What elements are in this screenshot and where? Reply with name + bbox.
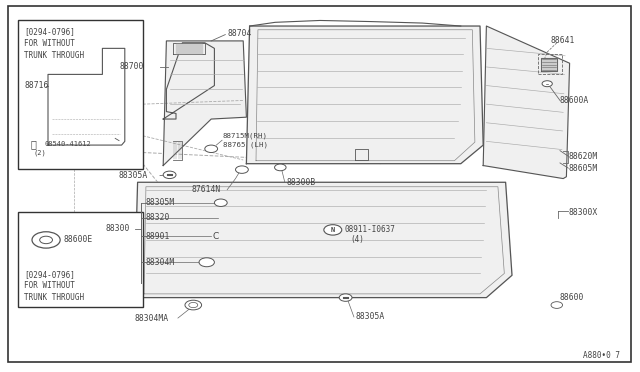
Polygon shape	[246, 26, 483, 164]
Text: 88305A: 88305A	[355, 312, 385, 321]
Text: Ⓢ: Ⓢ	[30, 139, 36, 149]
Polygon shape	[176, 44, 202, 53]
Circle shape	[275, 164, 286, 171]
Text: (4): (4)	[351, 235, 365, 244]
Circle shape	[32, 232, 60, 248]
Bar	[538, 54, 562, 74]
Circle shape	[339, 294, 352, 301]
Polygon shape	[483, 26, 570, 179]
Text: A880•0 7: A880•0 7	[582, 351, 620, 360]
Text: 88300X: 88300X	[568, 208, 598, 217]
Text: 88605M: 88605M	[568, 164, 598, 173]
Text: 88700: 88700	[120, 62, 144, 71]
Polygon shape	[134, 182, 512, 298]
Polygon shape	[163, 43, 214, 119]
Text: 88600E: 88600E	[64, 235, 93, 244]
Text: N: N	[331, 227, 335, 233]
Text: 88300B: 88300B	[287, 178, 316, 187]
Circle shape	[551, 302, 563, 308]
Text: C: C	[212, 232, 219, 241]
Circle shape	[185, 300, 202, 310]
Circle shape	[324, 225, 342, 235]
Text: 88300: 88300	[106, 224, 130, 233]
Text: 88704: 88704	[227, 29, 252, 38]
Text: 88305A: 88305A	[118, 171, 148, 180]
Text: 88620M: 88620M	[568, 152, 598, 161]
Text: 88305M: 88305M	[146, 198, 175, 207]
Text: 88304MA: 88304MA	[134, 314, 168, 323]
Circle shape	[205, 145, 218, 153]
Text: 88600A: 88600A	[560, 96, 589, 105]
Polygon shape	[163, 41, 246, 166]
Bar	[18, 20, 143, 169]
Text: 88765 (LH): 88765 (LH)	[223, 141, 268, 148]
Text: [0294-0796]
FOR WITHOUT
TRUNK THROUGH: [0294-0796] FOR WITHOUT TRUNK THROUGH	[24, 27, 84, 60]
Polygon shape	[541, 58, 557, 71]
Text: 88320: 88320	[146, 213, 170, 222]
Circle shape	[236, 166, 248, 173]
Text: 08911-I0637: 08911-I0637	[344, 225, 395, 234]
Text: (2): (2)	[34, 149, 47, 156]
Text: 88901: 88901	[146, 232, 170, 241]
Circle shape	[214, 199, 227, 206]
Text: 88600: 88600	[560, 293, 584, 302]
Circle shape	[199, 258, 214, 267]
Circle shape	[542, 81, 552, 87]
Bar	[18, 212, 143, 307]
Text: 88715M(RH): 88715M(RH)	[223, 132, 268, 139]
Circle shape	[40, 236, 52, 244]
Text: 87614N: 87614N	[192, 185, 221, 194]
Circle shape	[163, 171, 176, 179]
Text: 08540-41612: 08540-41612	[45, 141, 92, 147]
Text: 88641: 88641	[550, 36, 575, 45]
Text: [0294-0796]
FOR WITHOUT
TRUNK THROUGH: [0294-0796] FOR WITHOUT TRUNK THROUGH	[24, 270, 84, 302]
Text: 88304M: 88304M	[146, 258, 175, 267]
Circle shape	[189, 302, 198, 308]
Text: 88716: 88716	[24, 81, 49, 90]
